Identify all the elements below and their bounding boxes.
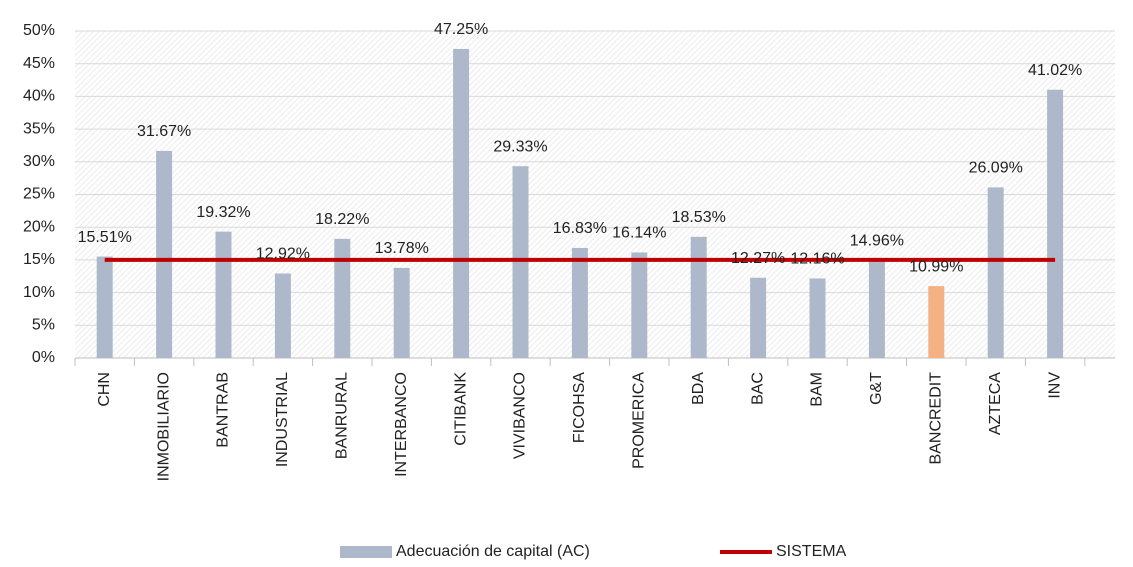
data-label: 13.78% — [375, 240, 429, 257]
x-tick-label: PROMERICA — [631, 372, 648, 469]
bar — [393, 267, 410, 358]
bar — [868, 260, 885, 358]
x-tick-label: VIVIBANCO — [512, 372, 529, 459]
bar — [571, 247, 588, 358]
bar — [690, 236, 707, 358]
data-label: 47.25% — [434, 21, 488, 38]
bar — [987, 187, 1004, 358]
legend-label: SISTEMA — [776, 543, 847, 560]
x-tick-label: INV — [1046, 372, 1063, 399]
y-tick-label: 30% — [23, 153, 55, 170]
data-label: 29.33% — [493, 138, 547, 155]
y-tick-label: 25% — [23, 186, 55, 203]
x-tick-label: FICOHSA — [571, 372, 588, 443]
y-tick-label: 20% — [23, 218, 55, 235]
y-tick-label: 0% — [32, 349, 55, 366]
bar — [750, 277, 767, 358]
y-tick-label: 45% — [23, 55, 55, 72]
data-label: 12.27% — [731, 250, 785, 267]
bar — [453, 48, 470, 359]
data-label: 14.96% — [850, 232, 904, 249]
x-tick-label: INMOBILIARIO — [155, 372, 172, 481]
data-label: 12.92% — [256, 246, 310, 263]
legend-swatch — [340, 546, 392, 558]
bar — [928, 286, 945, 358]
data-label: 41.02% — [1028, 62, 1082, 79]
data-label: 26.09% — [969, 160, 1023, 177]
x-tick-label: BANRURAL — [334, 372, 351, 459]
bar — [156, 150, 173, 358]
bar — [631, 252, 648, 358]
bar — [512, 166, 529, 358]
data-label: 16.14% — [612, 225, 666, 242]
y-tick-label: 35% — [23, 120, 55, 137]
y-tick-label: 10% — [23, 284, 55, 301]
data-label: 19.32% — [196, 204, 250, 221]
x-tick-label: INDUSTRIAL — [274, 372, 291, 467]
legend-label: Adecuación de capital (AC) — [396, 543, 590, 560]
x-tick-label: BDA — [690, 372, 707, 405]
data-label: 18.22% — [315, 211, 369, 228]
x-tick-label: G&T — [868, 372, 885, 405]
bar — [809, 278, 826, 358]
bar — [1047, 89, 1064, 359]
data-label: 15.51% — [78, 229, 132, 246]
bar — [96, 256, 113, 358]
bar — [274, 273, 291, 358]
y-tick-label: 50% — [23, 22, 55, 39]
bar — [334, 238, 351, 358]
x-tick-label: CITIBANK — [452, 372, 469, 446]
data-label: 12.16% — [790, 251, 844, 268]
y-tick-label: 40% — [23, 88, 55, 105]
data-label: 10.99% — [909, 258, 963, 275]
x-tick-label: BAM — [809, 372, 826, 407]
x-tick-label: INTERBANCO — [393, 372, 410, 477]
x-tick-label: CHN — [96, 372, 113, 407]
data-label: 18.53% — [672, 209, 726, 226]
x-tick-label: BANCREDIT — [928, 372, 945, 465]
data-label: 16.83% — [553, 220, 607, 237]
x-tick-label: BANTRAB — [215, 372, 232, 448]
y-tick-label: 15% — [23, 251, 55, 268]
bar — [215, 231, 232, 358]
x-tick-label: BAC — [749, 372, 766, 405]
x-tick-label: AZTECA — [987, 372, 1004, 435]
y-tick-label: 5% — [32, 317, 55, 334]
data-label: 31.67% — [137, 123, 191, 140]
